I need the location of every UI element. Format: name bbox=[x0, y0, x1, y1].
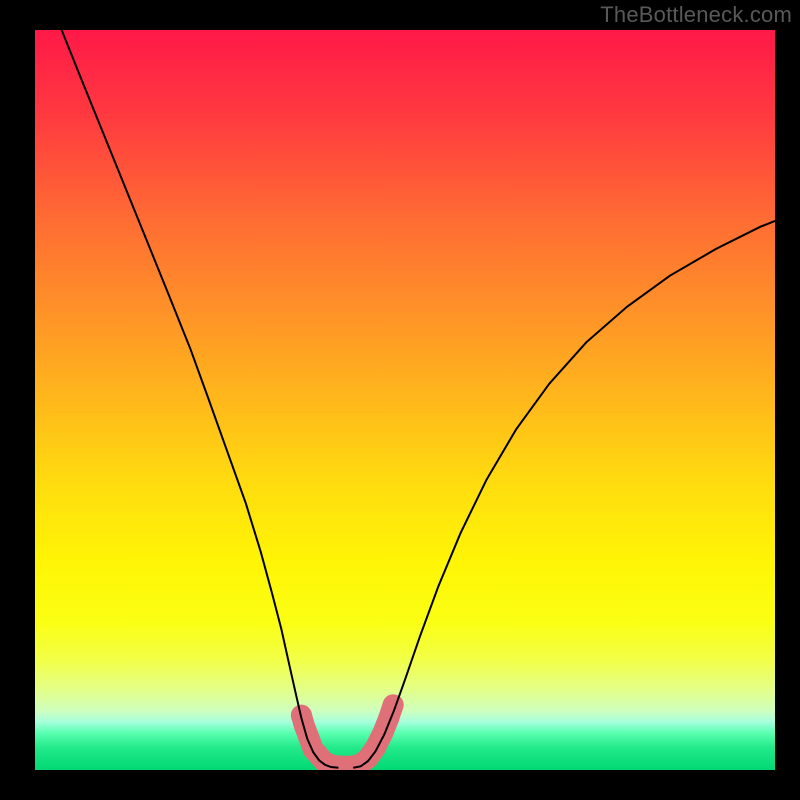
right-curve bbox=[353, 221, 775, 768]
plot-area bbox=[35, 30, 775, 770]
left-curve bbox=[62, 30, 339, 768]
watermark-text: TheBottleneck.com bbox=[600, 2, 792, 28]
chart-svg bbox=[35, 30, 775, 770]
marker-group bbox=[291, 694, 404, 770]
